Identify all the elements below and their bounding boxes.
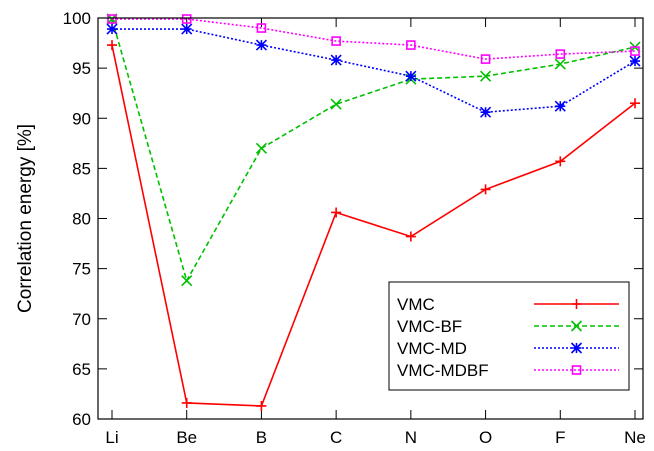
- legend: VMC VMC-BF VMC-MD VMC-MDBF: [388, 281, 630, 391]
- x-tick-label: C: [330, 428, 342, 447]
- x-tick-label: O: [479, 428, 492, 447]
- data-point-vmc: [630, 98, 640, 109]
- plot-frame: [97, 17, 644, 420]
- series-line-vmc-bf: [111, 18, 636, 283]
- legend-marker-vmc-bf: [570, 320, 583, 332]
- x-tick-label: Ne: [624, 428, 646, 447]
- legend-label-vmc-bf: VMC-BF: [397, 317, 462, 336]
- data-point-vmc-md: [480, 106, 492, 118]
- data-point-vmc-md: [106, 23, 118, 35]
- legend-box: [388, 281, 630, 391]
- data-point-vmc: [480, 184, 491, 195]
- data-point-vmc: [555, 156, 566, 167]
- x-tick-label: F: [555, 428, 565, 447]
- series-vmc-md: [106, 23, 641, 118]
- data-point-vmc-mdbf: [630, 46, 640, 56]
- series-vmc: [107, 40, 640, 411]
- y-tick-label: 90: [72, 109, 91, 128]
- legend-marker-vmc: [571, 299, 582, 309]
- x-tick-label: Li: [105, 428, 118, 447]
- data-point-vmc-md: [405, 70, 417, 82]
- data-point-vmc-bf: [554, 58, 566, 70]
- y-tick-label: 95: [72, 59, 91, 78]
- y-axis-title: Correlation energy [%]: [15, 124, 36, 313]
- data-point-vmc-bf: [480, 70, 492, 82]
- data-point-vmc: [181, 397, 192, 408]
- x-tick-label: N: [405, 428, 417, 447]
- x-tick-label: Be: [176, 428, 197, 447]
- data-point-vmc-mdbf: [480, 54, 491, 64]
- legend-marker-vmc-mdbf: [571, 365, 582, 375]
- data-point-vmc-mdbf: [181, 14, 192, 24]
- legend-label-vmc-mdbf: VMC-MDBF: [397, 361, 489, 380]
- data-point-vmc-bf: [181, 275, 193, 287]
- data-point-vmc-mdbf: [331, 36, 341, 46]
- ticks-layer: 60 65 70 75 80 85 90 95 100 Li Be B C N O F Ne: [63, 9, 646, 447]
- y-tick-label: 100: [63, 9, 91, 28]
- data-point-vmc-mdbf: [256, 23, 267, 33]
- data-point-vmc: [256, 400, 267, 411]
- series-line-vmc-md: [112, 28, 636, 114]
- y-tick-label: 75: [72, 260, 91, 279]
- data-point-vmc-md: [255, 39, 267, 51]
- series-layer: [106, 13, 641, 411]
- y-tick-label: 70: [72, 310, 91, 329]
- y-tick-label: 65: [72, 360, 91, 379]
- y-tick-label: 60: [72, 410, 91, 429]
- series-vmc-bf: [106, 13, 641, 287]
- data-point-vmc-mdbf: [406, 40, 416, 50]
- legend-label-vmc: VMC: [397, 295, 435, 314]
- data-point-vmc-bf: [330, 98, 342, 110]
- y-tick-label: 80: [72, 210, 91, 229]
- legend-label-vmc-md: VMC-MD: [397, 339, 467, 358]
- data-point-vmc-md: [330, 54, 342, 66]
- y-tick-label: 85: [72, 159, 91, 178]
- data-point-vmc-mdbf: [555, 49, 566, 59]
- data-point-vmc: [331, 207, 342, 218]
- data-point-vmc-md: [181, 23, 193, 35]
- x-tick-label: B: [256, 428, 267, 447]
- data-point-vmc-md: [554, 100, 566, 112]
- data-point-vmc-md: [629, 55, 641, 67]
- data-point-vmc: [405, 231, 416, 242]
- data-point-vmc-bf: [255, 142, 267, 154]
- series-vmc-mdbf: [107, 14, 640, 64]
- data-point-vmc-mdbf: [107, 14, 117, 24]
- series-line-vmc: [111, 44, 636, 407]
- legend-marker-vmc-md: [570, 342, 583, 354]
- data-point-vmc: [107, 40, 117, 51]
